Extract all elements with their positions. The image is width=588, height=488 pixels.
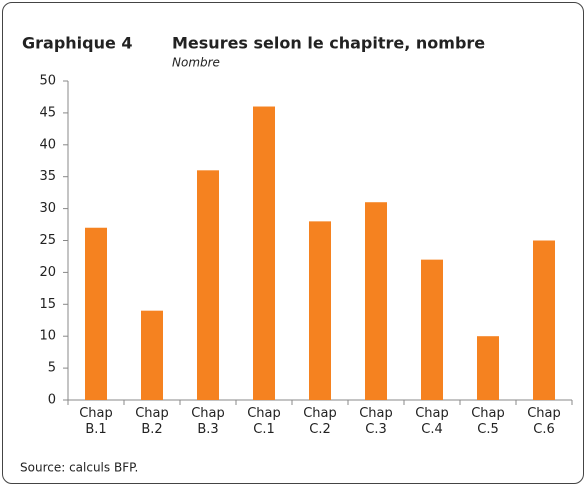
x-tick-label: Chap C.5	[471, 406, 505, 437]
bar	[309, 221, 331, 400]
chart-subtitle: Nombre	[172, 56, 220, 70]
y-tick-label: 0	[48, 393, 56, 408]
y-tick-label: 25	[39, 233, 56, 248]
x-tick-label: Chap C.3	[359, 406, 393, 437]
frame	[2, 2, 584, 484]
y-tick-label: 40	[39, 137, 56, 152]
figure-label: Graphique 4	[22, 34, 133, 53]
y-tick-label: 35	[39, 169, 56, 184]
x-tick-label: Chap C.2	[303, 406, 337, 437]
bar	[85, 227, 107, 400]
bar	[421, 259, 443, 400]
x-tick-label: Chap B.1	[79, 406, 113, 437]
x-tick-label: Chap B.2	[135, 406, 169, 437]
source: Source: calculs BFP.	[20, 461, 138, 475]
bar	[365, 202, 387, 400]
x-tick-label: Chap C.1	[247, 406, 281, 437]
y-tick-label: 30	[39, 201, 56, 216]
y-tick-label: 45	[39, 105, 56, 120]
y-tick-label: 10	[39, 329, 56, 344]
bar	[141, 310, 163, 400]
y-tick-label: 15	[39, 297, 56, 312]
y-tick-label: 50	[39, 74, 56, 89]
y-tick-label: 5	[48, 361, 56, 376]
bar	[197, 170, 219, 400]
bar	[253, 106, 275, 401]
x-tick-label: Chap C.6	[527, 406, 561, 437]
x-tick-label: Chap B.3	[191, 406, 225, 437]
bar	[533, 240, 555, 400]
x-tick-label: Chap C.4	[415, 406, 449, 437]
y-tick-label: 20	[39, 265, 56, 280]
bar	[477, 336, 499, 400]
chart-title: Mesures selon le chapitre, nombre	[172, 34, 485, 53]
